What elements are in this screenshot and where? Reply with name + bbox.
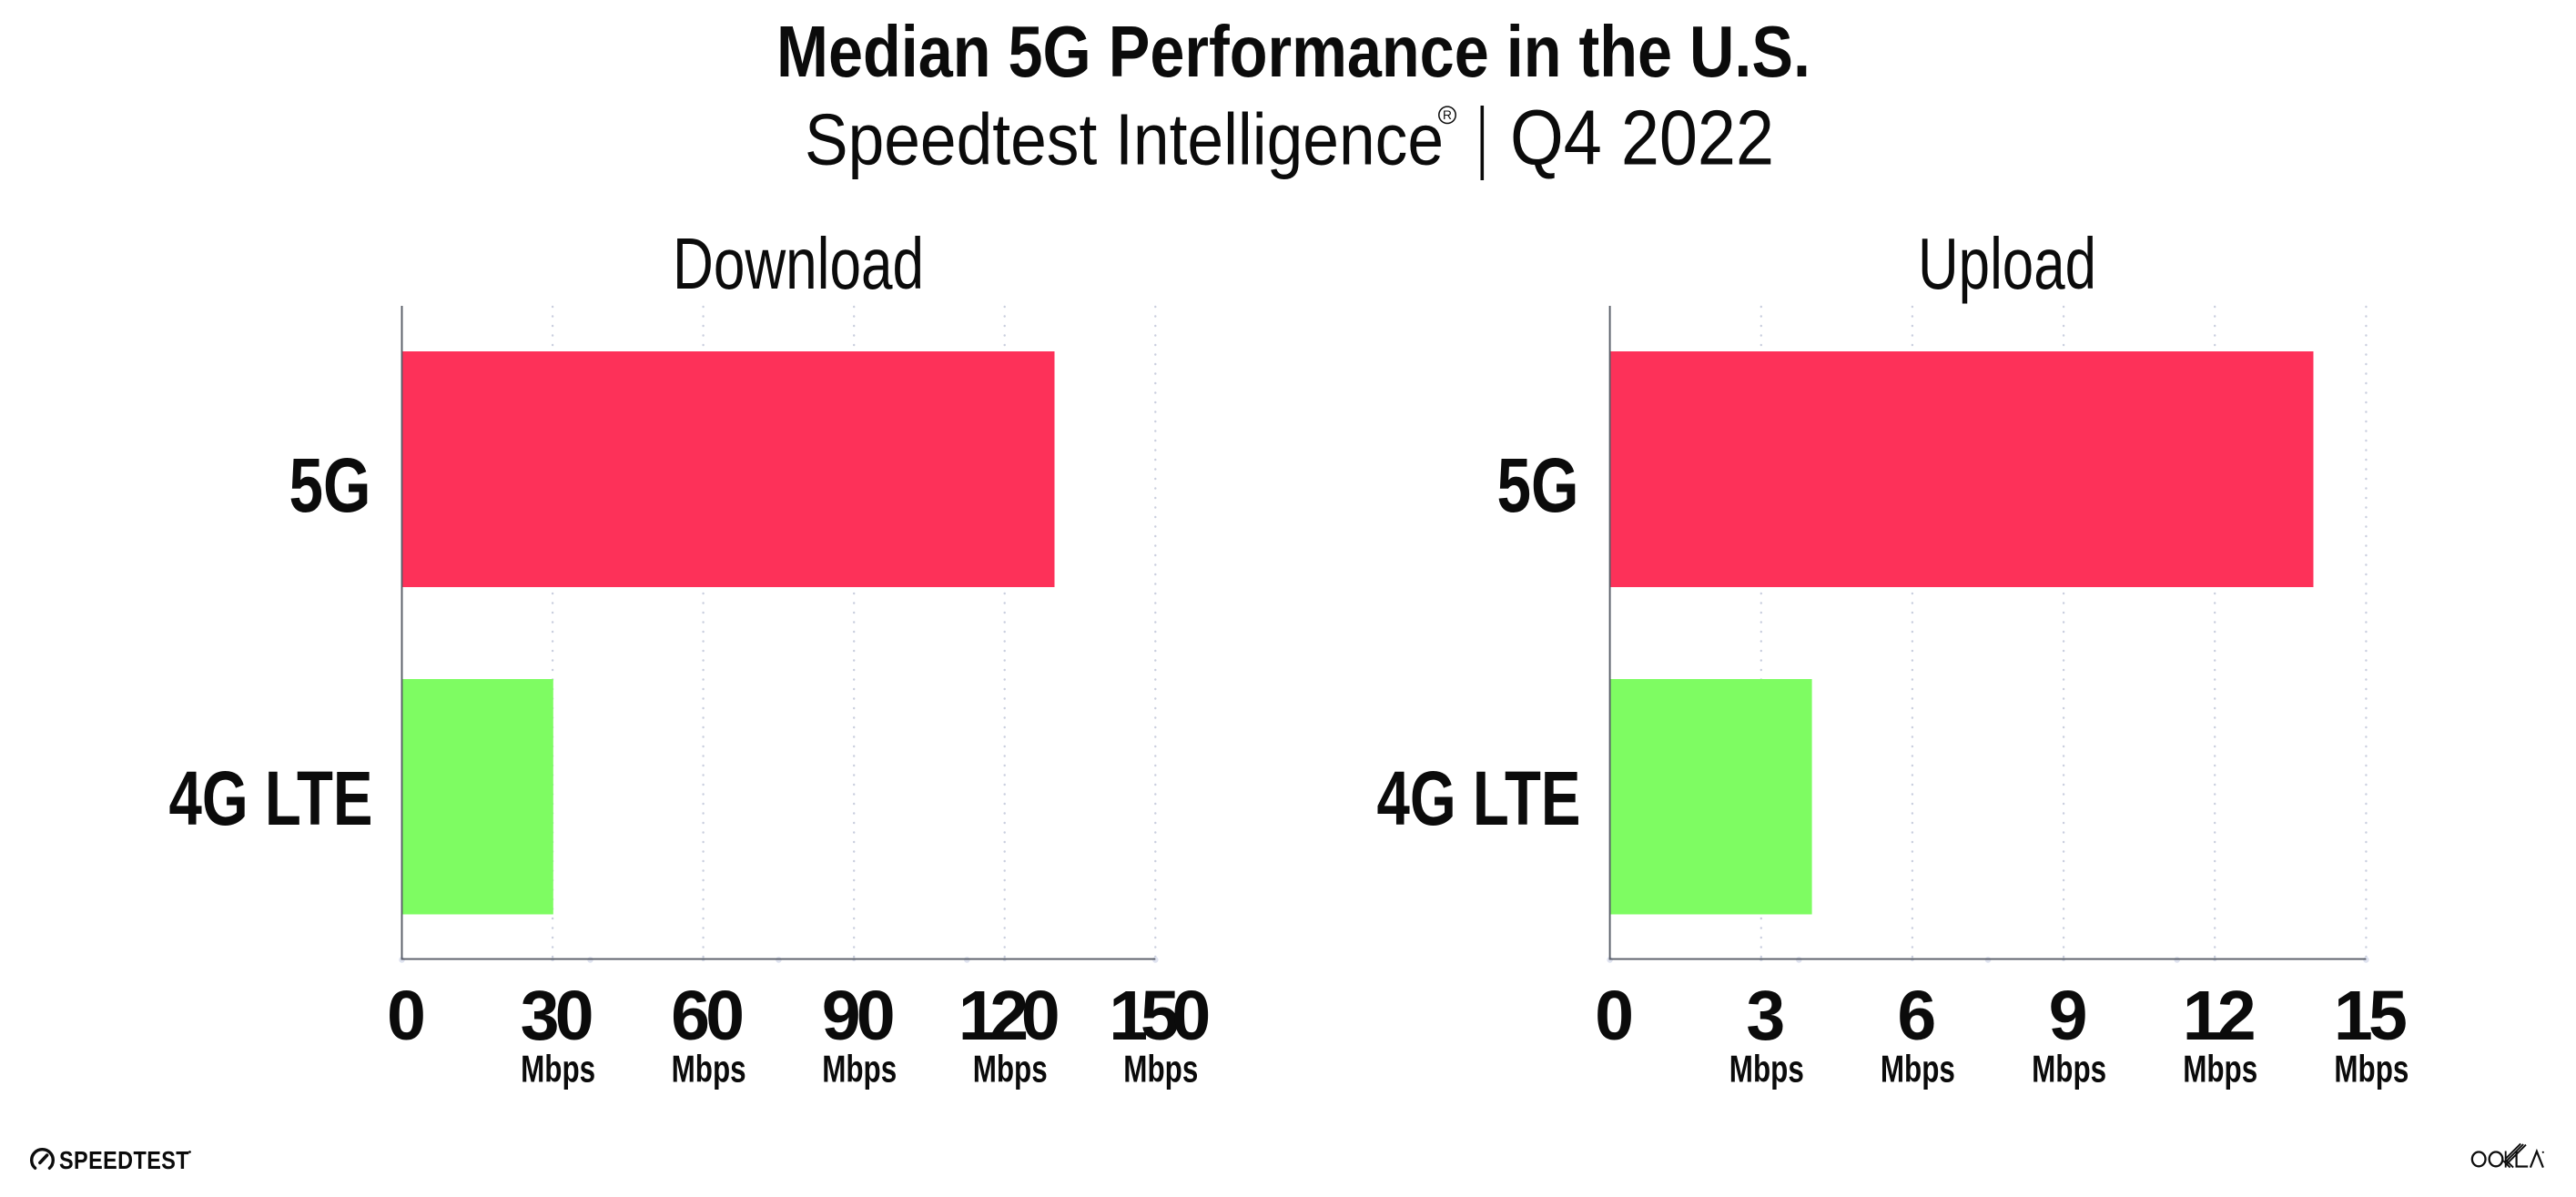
svg-text:Mbps: Mbps xyxy=(2032,1048,2106,1090)
svg-text:0: 0 xyxy=(387,977,426,1055)
svg-text:30: 30 xyxy=(521,977,594,1055)
svg-text:Speedtest Intelligence: Speedtest Intelligence xyxy=(805,99,1444,180)
svg-text:Mbps: Mbps xyxy=(2334,1048,2409,1090)
svg-text:R: R xyxy=(1443,108,1452,122)
svg-text:150: 150 xyxy=(1109,977,1211,1055)
svg-text:6: 6 xyxy=(1897,977,1936,1055)
svg-text:120: 120 xyxy=(958,977,1060,1055)
svg-text:9: 9 xyxy=(2049,977,2088,1055)
svg-text:Download: Download xyxy=(673,223,924,304)
svg-text:Mbps: Mbps xyxy=(822,1048,897,1090)
svg-text:Mbps: Mbps xyxy=(1729,1048,1804,1090)
svg-text:0: 0 xyxy=(1595,977,1634,1055)
svg-text:Mbps: Mbps xyxy=(2183,1048,2257,1090)
svg-text:Mbps: Mbps xyxy=(672,1048,746,1090)
svg-text:3: 3 xyxy=(1746,977,1785,1055)
svg-text:Mbps: Mbps xyxy=(1123,1048,1198,1090)
svg-text:5G: 5G xyxy=(1497,442,1579,528)
svg-text:Median 5G Performance in the U: Median 5G Performance in the U.S. xyxy=(776,11,1810,92)
svg-text:Mbps: Mbps xyxy=(521,1048,595,1090)
svg-text:SPEEDTEST: SPEEDTEST xyxy=(59,1146,189,1174)
svg-text:4G LTE: 4G LTE xyxy=(169,756,373,841)
svg-text:Mbps: Mbps xyxy=(973,1048,1048,1090)
svg-text:5G: 5G xyxy=(289,442,371,528)
svg-text:4G LTE: 4G LTE xyxy=(1377,756,1581,841)
svg-text:90: 90 xyxy=(822,977,896,1055)
svg-text:Mbps: Mbps xyxy=(1881,1048,1955,1090)
svg-text:15: 15 xyxy=(2334,977,2408,1055)
svg-text:60: 60 xyxy=(671,977,745,1055)
svg-text:Upload: Upload xyxy=(1918,223,2096,304)
svg-text:Q4 2022: Q4 2022 xyxy=(1510,96,1774,182)
svg-text:12: 12 xyxy=(2183,977,2257,1055)
